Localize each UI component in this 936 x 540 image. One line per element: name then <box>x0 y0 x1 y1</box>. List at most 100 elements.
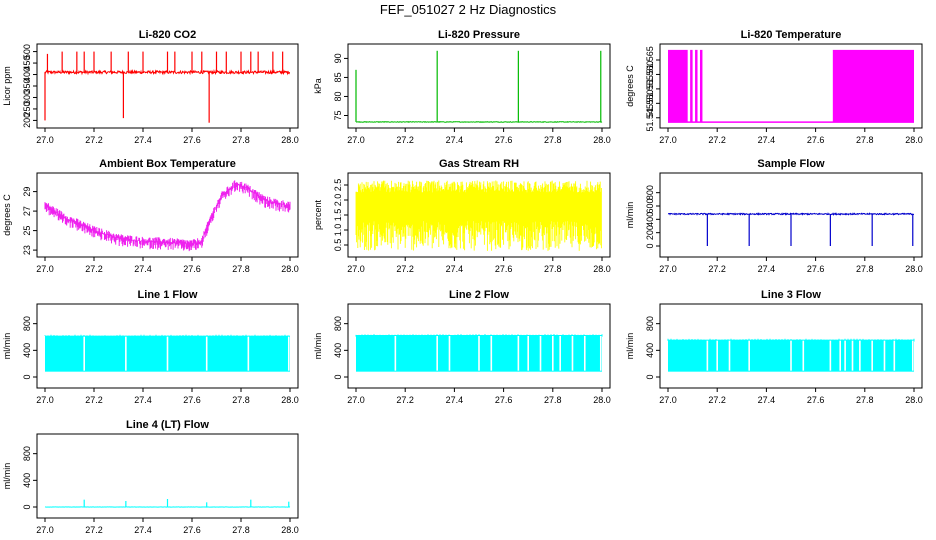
y-axis-label: kPa <box>313 78 323 94</box>
data-gap <box>883 340 886 371</box>
data-gap <box>893 340 896 371</box>
x-tick-label: 28.0 <box>593 135 611 145</box>
y-tick-label: 51.550 <box>645 90 655 118</box>
x-tick-label: 27.4 <box>446 135 464 145</box>
x-tick-label: 27.6 <box>183 525 201 535</box>
x-tick-label: 27.2 <box>85 264 103 274</box>
x-tick-label: 27.4 <box>446 264 464 274</box>
data-band <box>355 180 602 251</box>
data-gap <box>706 340 709 371</box>
plot-frame <box>347 303 611 389</box>
panel-9: Line 3 Flow ml/min 27.0 27.2 27.4 27.6 27.8 28.… <box>625 289 923 405</box>
plot-area <box>355 180 602 251</box>
y-tick-label: 2.0 <box>333 194 343 207</box>
x-tick-label: 28.0 <box>905 395 923 405</box>
y-tick-label: 0 <box>645 374 655 379</box>
x-tick-label: 27.4 <box>134 525 152 535</box>
plot-area <box>667 212 914 246</box>
x-tick-label: 27.0 <box>347 395 365 405</box>
y-tick-label: 27 <box>22 206 32 216</box>
x-tick-label: 27.4 <box>134 264 152 274</box>
panel-title: Ambient Box Temperature <box>99 158 236 170</box>
x-tick-label: 27.4 <box>758 395 776 405</box>
y-tick-label: 51.560 <box>645 61 655 89</box>
x-tick-label: 27.0 <box>659 264 677 274</box>
y-tick-label: 80 <box>333 91 343 101</box>
y-axis-label: Licor ppm <box>2 66 12 106</box>
y-tick-label: 400 <box>333 343 343 358</box>
plot-area <box>355 334 603 372</box>
data-gap <box>125 336 127 371</box>
x-tick-label: 27.2 <box>85 395 103 405</box>
data-gap <box>802 340 805 371</box>
x-tick-label: 27.6 <box>183 395 201 405</box>
x-axis: 27.0 27.2 27.4 27.6 27.8 28.0 <box>659 128 923 145</box>
plot-area <box>44 334 290 372</box>
panel-title: Line 4 (LT) Flow <box>126 419 209 431</box>
data-gap <box>839 340 841 371</box>
x-axis: 27.0 27.2 27.4 27.6 27.8 28.0 <box>36 388 299 405</box>
plot-frame <box>36 43 299 129</box>
y-axis: 75 80 85 90 <box>333 53 348 120</box>
plot-frame <box>347 172 611 258</box>
y-axis: 0 400 800 <box>333 316 348 380</box>
y-tick-label: 250 <box>22 101 32 116</box>
plot-frame <box>36 433 299 519</box>
x-tick-label: 27.2 <box>708 135 726 145</box>
data-gap <box>247 336 250 371</box>
x-tick-label: 27.8 <box>544 135 562 145</box>
plot-area <box>667 338 915 372</box>
data-gap <box>166 336 169 371</box>
data-band <box>44 180 291 252</box>
x-tick-label: 27.4 <box>758 264 776 274</box>
data-gap <box>871 340 873 371</box>
data-gap <box>478 336 480 371</box>
data-gap <box>859 340 861 371</box>
data-block <box>690 49 693 123</box>
x-tick-label: 28.0 <box>593 395 611 405</box>
x-tick-label: 27.0 <box>36 264 54 274</box>
x-tick-label: 27.6 <box>183 264 201 274</box>
y-tick-label: 51.565 <box>645 46 655 74</box>
y-tick-label: 400 <box>22 473 32 488</box>
x-axis: 27.0 27.2 27.4 27.6 27.8 28.0 <box>36 128 299 145</box>
x-tick-label: 27.6 <box>495 395 513 405</box>
x-tick-label: 28.0 <box>593 264 611 274</box>
x-tick-label: 27.6 <box>807 395 825 405</box>
y-tick-label: 350 <box>22 78 32 93</box>
y-tick-label: 800 <box>22 316 32 331</box>
panel-7: Line 1 Flow ml/min 27.0 27.2 27.4 27.6 27.8 28.… <box>2 289 299 405</box>
plot-frame <box>36 172 299 258</box>
data-line <box>667 212 914 216</box>
y-tick-label: 1.0 <box>333 224 343 237</box>
x-axis: 27.0 27.2 27.4 27.6 27.8 28.0 <box>347 388 611 405</box>
y-tick-label: 25 <box>22 226 32 236</box>
data-block <box>668 49 688 123</box>
plot-frame <box>659 303 923 389</box>
y-tick-label: 800 <box>645 316 655 331</box>
data-gap <box>844 340 846 371</box>
plot-frame <box>659 172 923 258</box>
plot-frame <box>347 43 611 129</box>
x-tick-label: 27.8 <box>856 395 874 405</box>
plot-area <box>668 49 914 123</box>
data-gap <box>517 336 520 371</box>
x-tick-label: 28.0 <box>281 264 299 274</box>
y-tick-label: 2.5 <box>333 179 343 192</box>
panel-4: Ambient Box Temperature degrees C 27.0 27.2… <box>2 158 299 274</box>
y-tick-label: 300 <box>22 90 32 105</box>
x-tick-label: 28.0 <box>281 525 299 535</box>
y-tick-label: 450 <box>22 56 32 71</box>
data-edge <box>44 334 289 338</box>
data-block <box>832 49 914 123</box>
plot-frame <box>36 303 299 389</box>
x-tick-label: 28.0 <box>281 395 299 405</box>
x-tick-label: 27.0 <box>347 264 365 274</box>
x-tick-label: 27.8 <box>856 264 874 274</box>
y-tick-label: 0.5 <box>333 239 343 252</box>
data-gap <box>583 336 586 371</box>
